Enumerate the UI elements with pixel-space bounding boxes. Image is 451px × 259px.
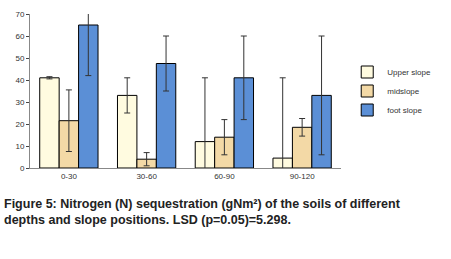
svg-text:10: 10 [15,142,24,151]
svg-text:50: 50 [15,54,24,63]
svg-text:60-90: 60-90 [214,172,235,181]
svg-text:Upper slope: Upper slope [387,68,431,77]
svg-text:foot slope: foot slope [387,106,422,115]
svg-text:40: 40 [15,76,24,85]
svg-text:0: 0 [20,164,25,173]
svg-text:90-120: 90-120 [290,172,315,181]
svg-text:30-60: 30-60 [136,172,157,181]
svg-text:30: 30 [15,98,24,107]
html-text:Figure 5: Nitrogen (N) sequest: Figure 5: Nitrogen (N) sequestration (gN… [4,197,400,227]
svg-text:midslope: midslope [387,87,420,96]
svg-text:70: 70 [15,10,24,19]
svg-text:0-30: 0-30 [61,172,78,181]
svg-text:20: 20 [15,120,24,129]
svg-text:60: 60 [15,32,24,41]
